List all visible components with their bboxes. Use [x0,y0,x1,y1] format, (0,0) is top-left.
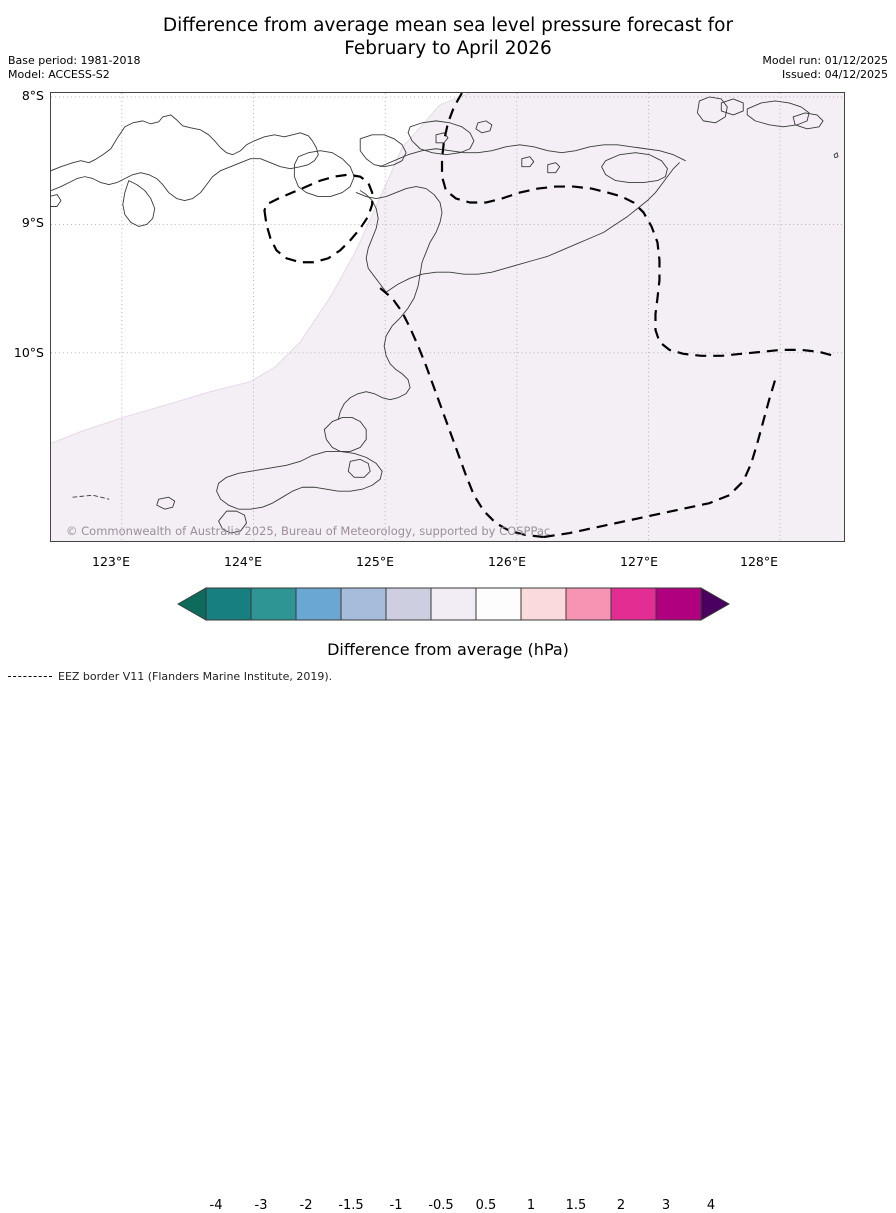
coastline-ndana [156,496,176,510]
model-run-label: Model run: 01/12/2025 [762,54,888,67]
coastline-timor-bay [359,190,387,293]
colorbar-tick-0.5: 0.5 [475,1198,497,1213]
coastline-layer [51,96,839,534]
coastline-dot-1 [833,152,839,159]
gridlines-layer [51,93,844,541]
eez-border-south-east [543,379,777,539]
colorbar-tick--1.5: -1.5 [338,1198,364,1213]
base-period-label: Base period: 1981-2018 [8,54,141,67]
xtick-label-125e: 125°E [356,554,395,569]
colorbar-axis-title: Difference from average (hPa) [327,640,569,659]
page-title-line-2: February to April 2026 [344,38,552,59]
coastline-lembata [293,150,355,197]
model-label: Model: ACCESS-S2 [8,68,110,81]
eez-border-west [263,173,374,264]
colorbar-tick-1: 1 [526,1198,536,1213]
colorbar-cell-0 [205,587,252,621]
eez-border-layer [263,93,835,539]
colorbar-cell-5 [430,587,477,621]
coastline-timor-shape [385,162,680,293]
copyright-notice: © Commonwealth of Australia 2025, Bureau… [66,524,551,538]
colorbar-tick--0.5: -0.5 [428,1198,454,1213]
coastline-oecusse [601,152,668,184]
colorbar-tick--1: -1 [389,1198,403,1213]
colorbar-cells [176,587,731,621]
colorbar-cell-9 [610,587,657,621]
page-title: Difference from average mean sea level p… [0,14,896,60]
map-canvas [51,93,844,541]
colorbar-cell-6 [475,587,522,621]
ytick-label-10s: 10°S [13,345,44,360]
ytick-label-8s: 8°S [21,88,44,103]
colorbar-cell-4 [385,587,432,621]
colorbar-tick-3: 3 [661,1198,671,1213]
coastline-alor [407,120,475,156]
xtick-label-123e: 123°E [92,554,131,569]
coastline-islet-2 [475,120,493,134]
issued-label: Issued: 04/12/2025 [781,68,888,81]
metadata-right: Model run: 01/12/2025 Issued: 04/12/2025 [762,54,888,82]
coastline-wetar-islet-a [792,112,824,130]
coastline-islet-4 [547,162,561,174]
coastline-rote-tail [218,510,247,534]
colorbar-cell-8 [565,587,612,621]
colorbar-cell-7 [520,587,567,621]
eez-border-south [379,287,544,539]
coastline-ndana-dash [72,494,110,500]
colorbar-under-arrow [176,587,207,621]
colorbar-cell-1 [250,587,297,621]
coastline-small-island-a [51,194,62,207]
anomaly-band-0p5-1 [51,93,844,541]
coastline-rote-detail [347,458,371,478]
coastline-timor-north [379,144,686,168]
anomaly-band-edge [51,93,471,444]
xtick-label-127e: 127°E [620,554,659,569]
colorbar-cell-2 [295,587,342,621]
colorbar-tick--2: -2 [299,1198,313,1213]
colorbar-cell-10 [655,587,702,621]
xtick-label-124e: 124°E [224,554,263,569]
metadata-left: Base period: 1981-2018 Model: ACCESS-S2 [8,54,140,82]
coastline-flores-detail [122,180,156,227]
xtick-label-126e: 126°E [488,554,527,569]
colorbar-tick-1.5: 1.5 [565,1198,587,1213]
colorbar-tick-2: 2 [616,1198,626,1213]
coastline-pantar [359,134,407,168]
colorbar-cell-3 [340,587,387,621]
coastline-semau [323,417,367,452]
colorbar-tick--4: -4 [209,1198,223,1213]
colorbar-over-arrow [700,587,731,621]
xtick-label-128e: 128°E [740,554,779,569]
coastline-atauro [696,96,728,124]
eez-border-north [440,93,835,357]
coastline-wetar-islet-b [720,98,744,116]
coastline-wetar-west [746,100,810,128]
coastline-islet-3 [521,156,535,168]
eez-legend-label: EEZ border V11 (Flanders Marine Institut… [58,670,333,683]
coastline-flores [51,114,319,201]
ytick-label-9s: 9°S [21,215,44,230]
coastline-rote [216,450,383,510]
coastline-west-timor-north [337,186,443,420]
eez-legend: EEZ border V11 (Flanders Marine Institut… [8,670,332,683]
colorbar-tick-4: 4 [706,1198,716,1213]
page-title-line-1: Difference from average mean sea level p… [162,15,734,36]
colorbar: -4 -3 -2 -1.5 -1 -0.5 0.5 1 1.5 2 3 4 [0,586,896,1213]
dashed-line-icon [8,676,52,677]
colorbar-swatches [176,587,731,621]
colorbar-tick--3: -3 [254,1198,268,1213]
anomaly-shading-layer [51,93,844,541]
coastline-islet-1 [435,132,449,144]
map-plot-area [50,92,845,542]
